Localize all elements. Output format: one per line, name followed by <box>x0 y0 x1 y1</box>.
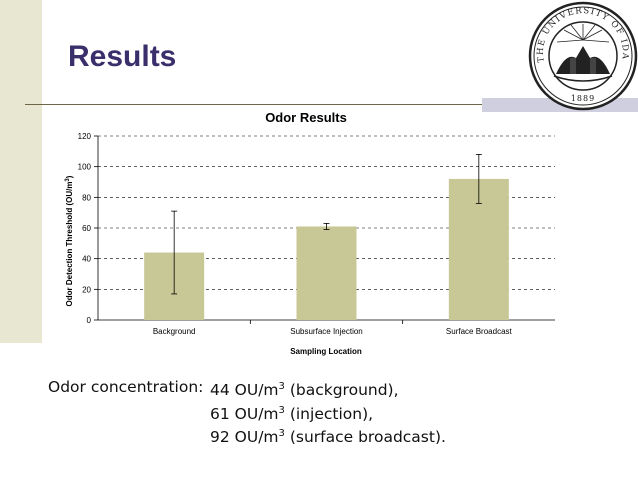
caption-background-value: 44 OU/m3 (background), <box>210 381 399 400</box>
chart-title: Odor Results <box>265 110 347 125</box>
y-axis-label: Odor Detection Threshold (OU/m3) <box>65 175 74 306</box>
odor-concentration-caption: Odor concentration: 44 OU/m3 (background… <box>48 377 446 448</box>
y-tick-label: 100 <box>78 163 92 172</box>
svg-text:1889: 1889 <box>571 94 595 103</box>
x-tick-label: Subsurface Injection <box>290 327 363 336</box>
x-tick-label: Surface Broadcast <box>446 327 513 336</box>
y-tick-label: 80 <box>82 193 91 202</box>
university-seal-logo: THE UNIVERSITY OF IDAHO 1889 <box>526 0 638 111</box>
odor-results-chart: Odor Results 0 20 40 60 80 100 120 Background S… <box>65 110 555 356</box>
caption-line-2: 61 OU/m3 (injection), <box>48 401 446 425</box>
caption-lead: Odor concentration: <box>48 378 204 396</box>
y-tick-label: 40 <box>82 255 91 264</box>
caption-broadcast-value: 92 OU/m3 (surface broadcast). <box>210 428 446 447</box>
x-axis-label: Sampling Location <box>290 347 362 356</box>
caption-injection-value: 61 OU/m3 (injection), <box>210 404 374 423</box>
x-tick-label: Background <box>153 327 196 336</box>
slide-title: Results <box>68 40 177 73</box>
y-tick-label: 60 <box>82 224 91 233</box>
y-tick-label: 20 <box>82 285 91 294</box>
bar-subsurface-injection <box>296 226 357 320</box>
y-tick-label: 0 <box>87 316 92 325</box>
decorative-left-band <box>0 0 42 343</box>
title-divider <box>25 104 585 105</box>
y-tick-label: 120 <box>78 132 92 141</box>
caption-line-1: Odor concentration: 44 OU/m3 (background… <box>48 377 446 401</box>
caption-line-3: 92 OU/m3 (surface broadcast). <box>48 424 446 448</box>
